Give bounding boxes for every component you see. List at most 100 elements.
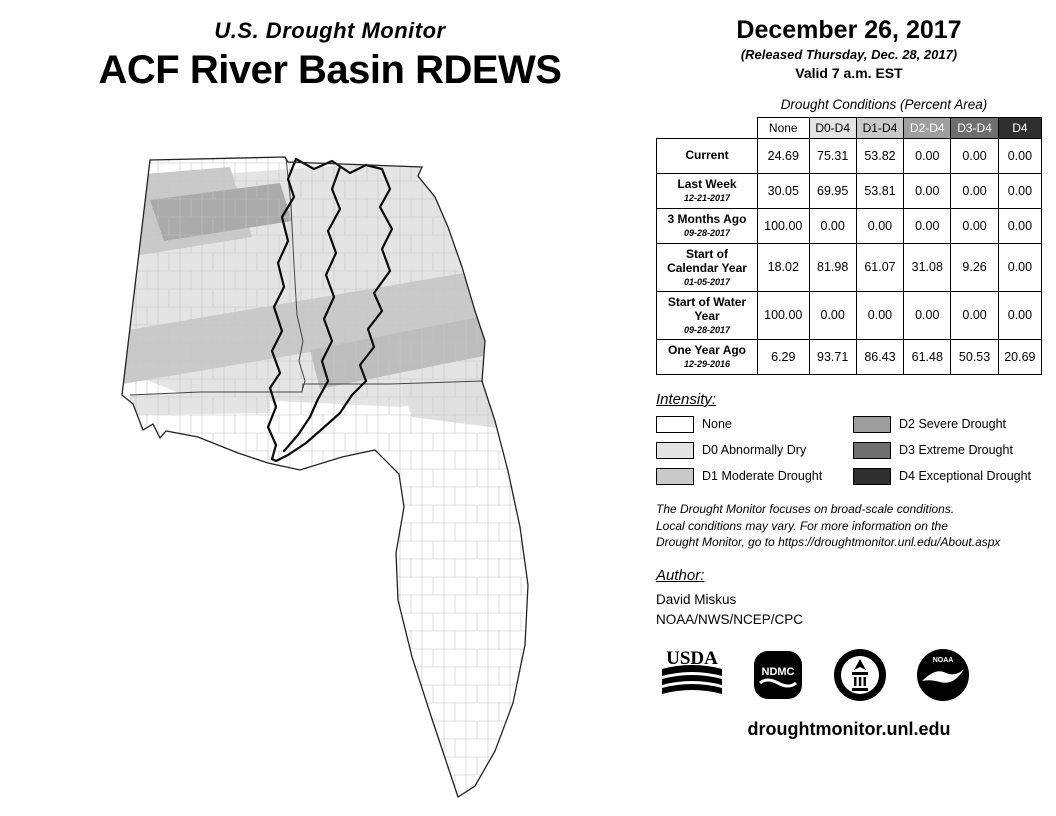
row-label: One Year Ago: [667, 343, 747, 358]
col-header-d4: D4: [997, 117, 1043, 139]
row-date: 01-05-2017: [683, 276, 731, 287]
row-header: Start of Water Year 09-28-2017: [656, 290, 758, 340]
legend-item-d1: D1 Moderate Drought: [656, 467, 845, 485]
legend-item-d3: D3 Extreme Drought: [853, 441, 1042, 459]
info-panel: December 26, 2017 (Released Thursday, De…: [656, 16, 1043, 740]
table-cell: 0.00: [903, 208, 952, 244]
table-cell: 0.00: [997, 290, 1043, 340]
map-date: December 26, 2017: [736, 16, 962, 44]
table-cell: 0.00: [950, 173, 999, 209]
table-cell: 53.82: [855, 138, 905, 174]
commerce-seal-logo: [834, 649, 886, 702]
table-cell: 75.31: [808, 138, 857, 174]
row-date: 09-28-2017: [683, 324, 731, 335]
table-cell: 50.53: [950, 338, 999, 375]
table-cell: 20.69: [997, 338, 1043, 375]
legend-swatch-d1: [656, 467, 694, 485]
legend-title: Intensity:: [656, 390, 717, 408]
col-header-d1-d4: D1-D4: [855, 117, 905, 139]
county-lines: [122, 157, 528, 797]
table-cell: 9.26: [950, 243, 999, 292]
row-label: Current: [685, 147, 729, 162]
table-cell: 0.00: [903, 173, 952, 209]
col-header-d2-d4: D2-D4: [903, 117, 952, 139]
map-container: [70, 145, 550, 805]
svg-text:USDA: USDA: [666, 649, 718, 669]
table-row: Last Week 12-21-2017 30.05 69.95 53.81 0…: [656, 173, 1043, 209]
table-header-row: None D0-D4 D1-D4 D2-D4 D3-D4 D4: [656, 117, 1043, 139]
legend-label: D1 Moderate Drought: [702, 469, 823, 484]
legend-item-none: None: [656, 415, 845, 433]
author-heading: Author:: [656, 567, 705, 585]
row-date: 12-21-2017: [683, 193, 731, 204]
footer-url: droughtmonitor.unl.edu: [747, 719, 951, 740]
table-cell: 93.71: [808, 338, 857, 375]
legend-label: D2 Severe Drought: [899, 417, 1007, 432]
note-line: Local conditions may vary. For more info…: [656, 518, 948, 533]
row-header: One Year Ago 12-29-2016: [656, 338, 758, 375]
drought-conditions-table: None D0-D4 D1-D4 D2-D4 D3-D4 D4 Current …: [656, 117, 1043, 375]
table-cell: 0.00: [997, 173, 1043, 209]
row-label: Start of Calendar Year: [667, 247, 747, 275]
legend-swatch-d0: [656, 441, 694, 459]
table-cell: 0.00: [855, 290, 905, 340]
legend-item-d4: D4 Exceptional Drought: [853, 467, 1042, 485]
author-name: David Miskus: [656, 592, 737, 608]
row-date: 09-28-2017: [683, 228, 731, 239]
basin-outline: [266, 157, 394, 463]
table-cell: 6.29: [757, 338, 810, 375]
row-date: 12-29-2016: [683, 359, 731, 370]
row-header: Last Week 12-21-2017: [656, 173, 758, 209]
page-title: ACF River Basin RDEWS: [98, 48, 562, 92]
usda-logo: USDA: [662, 649, 722, 695]
legend-swatch-d3: [853, 441, 891, 459]
title-block: U.S. Drought Monitor ACF River Basin RDE…: [40, 18, 620, 93]
table-cell: 0.00: [808, 208, 857, 244]
state-outline: [121, 156, 529, 799]
table-cell: 0.00: [808, 290, 857, 340]
row-label: Start of Water Year: [667, 294, 747, 323]
acf-basin-map: [121, 156, 529, 799]
table-row: Current 24.69 75.31 53.82 0.00 0.00 0.00: [656, 138, 1043, 174]
legend-item-d2: D2 Severe Drought: [853, 415, 1042, 433]
note-line: The Drought Monitor focuses on broad-sca…: [656, 501, 955, 516]
date-block: December 26, 2017 (Released Thursday, De…: [656, 16, 1042, 81]
legend-item-d0: D0 Abnormally Dry: [656, 441, 845, 459]
table-cell: 0.00: [950, 138, 999, 174]
intensity-legend: Intensity: None D0 Abnormally Dry D1 Mod…: [656, 391, 1042, 485]
state-borders: [129, 157, 484, 396]
logo-row: USDA NDMC NOAA: [656, 647, 1042, 703]
row-header: Start of Calendar Year 01-05-2017: [656, 243, 758, 292]
table-cell: 0.00: [997, 243, 1043, 292]
table-cell: 0.00: [855, 208, 905, 244]
table-row: Start of Water Year 09-28-2017 100.00 0.…: [656, 290, 1043, 340]
table-cell: 86.43: [855, 338, 905, 375]
legend-grid: None D0 Abnormally Dry D1 Moderate Droug…: [656, 415, 1042, 485]
table-cell: 0.00: [997, 208, 1043, 244]
author-block: Author: David Miskus NOAA/NWS/NCEP/CPC: [656, 567, 1042, 629]
svg-text:NDMC: NDMC: [762, 666, 795, 678]
table-cell: 0.00: [950, 208, 999, 244]
valid-time: Valid 7 a.m. EST: [795, 65, 903, 81]
col-header-none: None: [757, 117, 810, 139]
legend-swatch-none: [656, 415, 694, 433]
svg-text:NOAA: NOAA: [933, 657, 954, 664]
disclaimer-note: The Drought Monitor focuses on broad-sca…: [656, 501, 1042, 551]
table-cell: 30.05: [757, 173, 810, 209]
legend-label: D0 Abnormally Dry: [702, 443, 807, 458]
row-header: 3 Months Ago 09-28-2017: [656, 208, 758, 244]
legend-label: D3 Extreme Drought: [899, 443, 1013, 458]
ndmc-logo: NDMC: [754, 651, 802, 700]
row-label: 3 Months Ago: [667, 212, 747, 227]
table-cell: 0.00: [997, 138, 1043, 174]
table-cell: 0.00: [950, 290, 999, 340]
report-subtitle: U.S. Drought Monitor: [214, 18, 446, 43]
col-header-d0-d4: D0-D4: [808, 117, 857, 139]
release-date: (Released Thursday, Dec. 28, 2017): [740, 47, 958, 62]
note-line: Drought Monitor, go to https://droughtmo…: [656, 535, 1001, 550]
legend-label: None: [702, 417, 732, 432]
table-caption: Drought Conditions (Percent Area): [780, 97, 988, 112]
table-cell: 0.00: [903, 138, 952, 174]
corner-cell: [656, 117, 758, 139]
